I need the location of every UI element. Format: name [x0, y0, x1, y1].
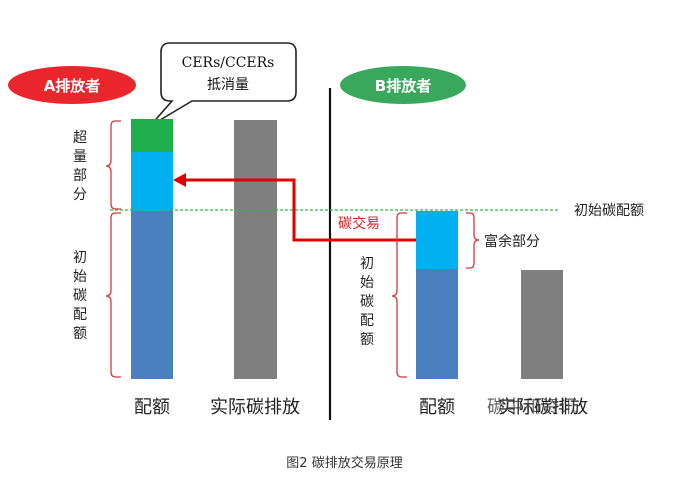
initial-b-char-2: 始	[360, 275, 374, 291]
initial-a-char-3: 碳	[73, 288, 87, 304]
initial-b-char-4: 配	[360, 313, 374, 329]
trade-label: 碳交易	[338, 215, 380, 232]
b-initial-bracket	[391, 212, 407, 378]
a-actual-emissions-bar	[234, 120, 277, 379]
excess-char-4: 分	[73, 187, 87, 203]
excess-char-3: 部	[73, 168, 87, 184]
initial-a-char-4: 配	[73, 307, 87, 323]
trade-label-bg	[331, 213, 387, 233]
b-quota-surplus-segment	[416, 211, 458, 269]
a-quota-offset-segment	[131, 119, 173, 152]
a-quota-axis-label: 配额	[134, 397, 170, 418]
b-surplus-bracket	[466, 212, 480, 269]
a-quota-excess-segment	[131, 152, 173, 211]
excess-char-1: 超	[73, 130, 87, 146]
initial-b-char-5: 额	[360, 332, 374, 348]
callout-line1: CERs/CCERs	[182, 55, 275, 71]
a-excess-bracket	[105, 120, 121, 210]
party-b-badge	[340, 66, 466, 104]
a-actual-axis-label: 实际碳排放	[210, 397, 300, 418]
watermark-text: 碳中和资讯	[487, 397, 577, 418]
surplus-label: 富余部分	[484, 233, 540, 250]
initial-a-char-5: 额	[73, 326, 87, 342]
a-quota-initial-segment	[131, 211, 173, 379]
excess-char-2: 量	[73, 149, 87, 165]
party-a-badge	[8, 66, 136, 104]
initial-a-char-2: 始	[73, 269, 87, 285]
b-quota-used-segment	[416, 269, 458, 379]
initial-a-char-1: 初	[73, 249, 87, 266]
initial-b-char-3: 碳	[360, 294, 374, 310]
trade-arrow-line	[185, 178, 416, 242]
b-quota-axis-label: 配额	[419, 397, 455, 418]
a-initial-bracket	[105, 212, 121, 378]
callout-bubble	[149, 42, 297, 127]
initial-quota-line-label: 初始碳配额	[574, 202, 644, 219]
figure-caption: 图2 碳排放交易原理	[286, 456, 403, 471]
b-actual-emissions-bar	[521, 270, 563, 379]
initial-b-char-1: 初	[360, 255, 374, 272]
trade-arrowhead	[173, 173, 186, 187]
party-a-label: A排放者	[44, 77, 101, 95]
b-actual-axis-label: 实际碳排放	[498, 397, 588, 418]
party-b-label: B排放者	[375, 77, 431, 95]
callout-line2: 抵消量	[207, 77, 249, 93]
